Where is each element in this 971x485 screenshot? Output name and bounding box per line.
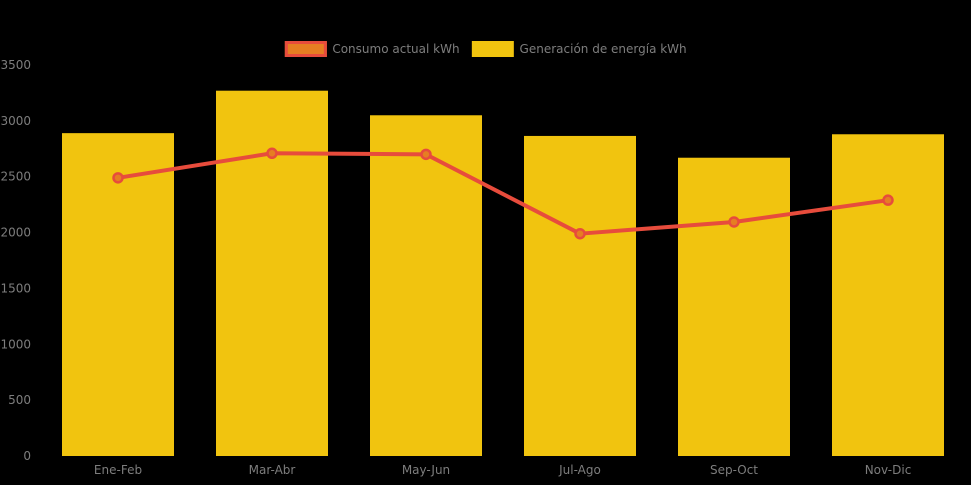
legend-swatch-generacion-icon (471, 41, 514, 57)
y-axis-tick-label: 1500 (0, 281, 31, 295)
x-axis-label-ene-feb: Ene-Feb (94, 463, 142, 477)
y-axis-tick-label: 500 (8, 393, 31, 407)
legend-item-generacion[interactable]: Generación de energía kWh (471, 41, 687, 57)
point-jul-ago[interactable] (574, 227, 586, 240)
y-axis-tick-label: 3500 (0, 58, 31, 72)
consumo-line (116, 151, 890, 236)
legend-label-generacion: Generación de energía kWh (519, 42, 687, 56)
x-axis-label-jul-ago: Jul-Ago (558, 463, 601, 477)
bar-ene-feb[interactable] (62, 133, 174, 456)
bar-may-jun[interactable] (370, 115, 482, 457)
y-axis-tick-label: 3000 (0, 114, 31, 128)
point-ene-feb[interactable] (112, 172, 124, 184)
bar-nov-dic[interactable] (832, 134, 944, 456)
y-axis-tick-label: 2000 (0, 226, 31, 240)
point-nov-dic[interactable] (882, 194, 894, 206)
point-may-jun[interactable] (420, 148, 432, 161)
x-axis-label-sep-oct: Sep-Oct (710, 463, 758, 477)
x-axis-label-mar-abr: Mar-Abr (249, 463, 296, 477)
bar-sep-oct[interactable] (678, 157, 790, 457)
bar-jul-ago[interactable] (524, 135, 636, 456)
chart-legend: Consumo actual kWh Generación de energía… (284, 41, 687, 57)
x-axis-label-nov-dic: Nov-Dic (865, 463, 912, 477)
y-axis-tick-label: 1000 (0, 337, 31, 351)
legend-item-consumo-actual[interactable]: Consumo actual kWh (284, 41, 460, 57)
y-axis-tick-label: 0 (23, 449, 31, 463)
y-axis-tick-label: 2500 (0, 170, 31, 184)
point-mar-abr[interactable] (266, 147, 278, 160)
x-axis-label-may-jun: May-Jun (402, 463, 450, 477)
bar-mar-abr[interactable] (216, 90, 328, 457)
legend-label-consumo: Consumo actual kWh (332, 42, 460, 56)
legend-swatch-consumo-icon (284, 41, 327, 57)
point-sep-oct[interactable] (728, 216, 740, 228)
